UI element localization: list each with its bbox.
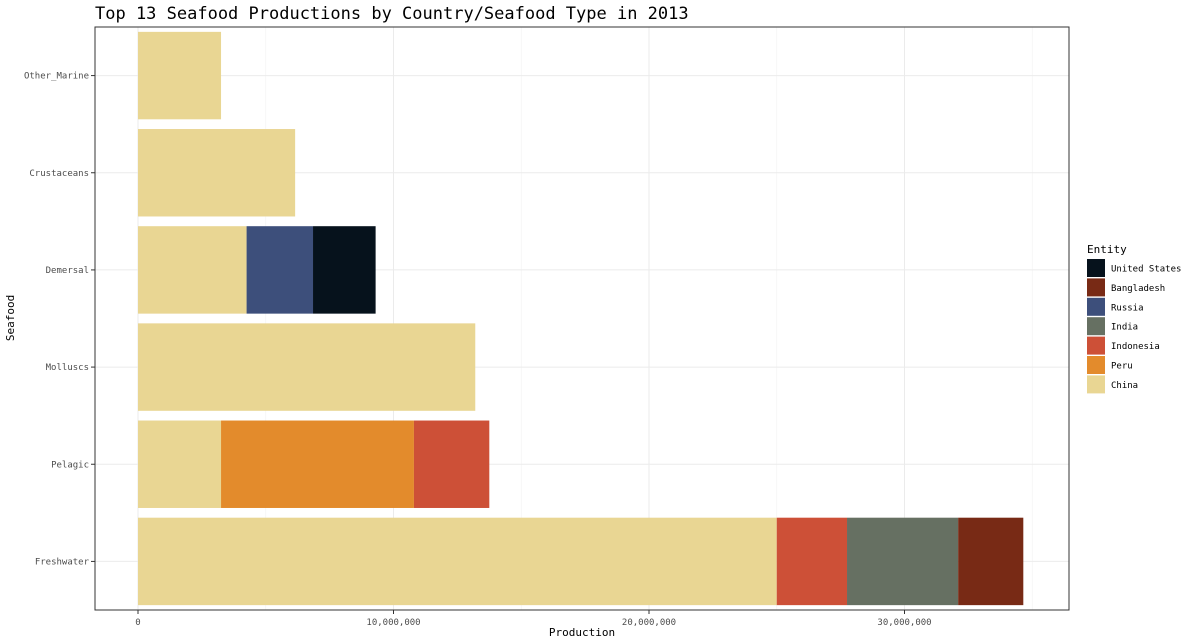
y-tick-label: Other_Marine: [24, 72, 89, 82]
legend-item-bangladesh: Bangladesh: [1087, 278, 1165, 297]
bar-pelagic-china: [138, 420, 222, 508]
legend-title: Entity: [1087, 243, 1127, 256]
legend-swatch: [1087, 336, 1105, 355]
chart-title: Top 13 Seafood Productions by Country/Se…: [95, 4, 689, 24]
bar-freshwater-bangladesh: [958, 517, 1024, 606]
legend-swatch: [1087, 297, 1105, 316]
legend-label: China: [1111, 381, 1138, 391]
legend-label: India: [1111, 323, 1138, 333]
y-tick-label: Pelagic: [51, 460, 89, 470]
bar-other-marine-china: [138, 31, 222, 120]
legend-label: Bangladesh: [1111, 284, 1165, 294]
x-axis: 0 10,000,000 20,000,000 30,000,000: [135, 610, 932, 628]
legend-swatch: [1087, 278, 1105, 297]
x-tick-label: 30,000,000: [877, 618, 931, 628]
legend-swatch: [1087, 375, 1105, 394]
plot-background: [95, 27, 1069, 610]
legend-item-united-states: United States: [1087, 259, 1181, 277]
x-tick-label: 10,000,000: [366, 618, 420, 628]
y-axis-title: Seafood: [4, 295, 17, 341]
y-tick-label: Molluscs: [46, 363, 89, 373]
bar-pelagic-peru: [221, 420, 414, 508]
legend-item-india: India: [1087, 317, 1138, 336]
legend: Entity United States Bangladesh Russia Indi…: [1087, 243, 1181, 394]
bar-freshwater-indonesia: [776, 517, 848, 606]
bar-demersal-china: [138, 226, 247, 314]
y-tick-label: Demersal: [46, 266, 89, 276]
legend-item-russia: Russia: [1087, 297, 1144, 316]
legend-label: United States: [1111, 265, 1181, 275]
bar-freshwater-china: [138, 517, 777, 606]
bar-demersal-russia: [246, 226, 314, 314]
y-tick-label: Freshwater: [35, 557, 90, 567]
bars: [138, 31, 1024, 606]
x-axis-title: Production: [549, 626, 615, 639]
bar-demersal-united-states: [313, 226, 376, 314]
legend-swatch: [1087, 317, 1105, 336]
legend-items: United States Bangladesh Russia India Indone…: [1087, 259, 1181, 394]
y-axis: Freshwater Pelagic Molluscs Demersal Crustac…: [24, 72, 95, 567]
legend-item-indonesia: Indonesia: [1087, 336, 1160, 355]
y-tick-label: Crustaceans: [29, 169, 89, 179]
plot-panel: [94, 26, 1070, 611]
x-tick-label: 0: [135, 618, 140, 628]
legend-swatch: [1087, 259, 1105, 277]
plot-border: [94, 26, 1070, 611]
legend-label: Peru: [1111, 362, 1133, 372]
legend-swatch: [1087, 356, 1105, 374]
bar-crustaceans-china: [138, 129, 296, 217]
bar-freshwater-india: [847, 517, 959, 606]
bar-molluscs-china: [138, 323, 476, 411]
legend-item-china: China: [1087, 375, 1138, 394]
x-tick-label: 20,000,000: [622, 618, 676, 628]
legend-label: Indonesia: [1111, 342, 1160, 352]
bar-pelagic-indonesia: [413, 420, 490, 508]
legend-item-peru: Peru: [1087, 356, 1133, 374]
legend-label: Russia: [1111, 303, 1144, 313]
